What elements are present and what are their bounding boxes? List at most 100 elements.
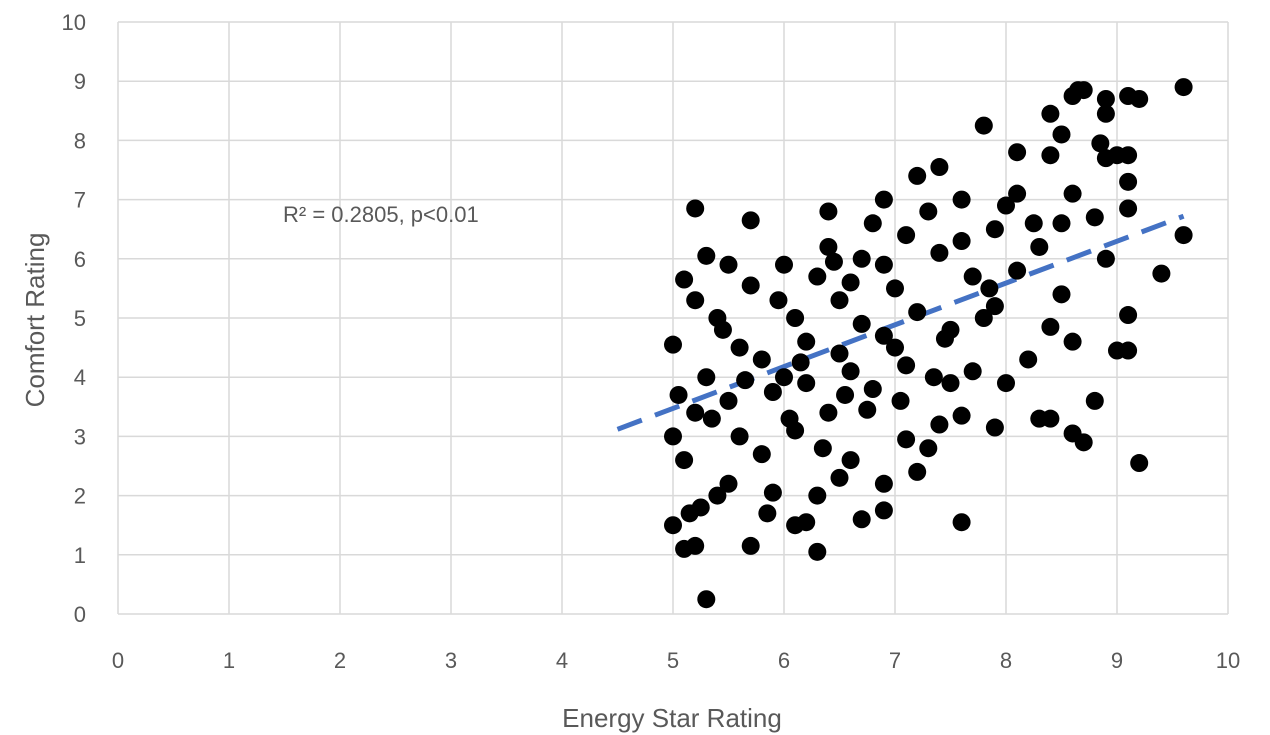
data-point <box>1085 391 1104 410</box>
data-point <box>1130 89 1149 108</box>
data-point <box>919 439 938 458</box>
trendline-layer <box>616 213 1185 432</box>
data-point <box>1174 226 1193 245</box>
x-tick-label: 9 <box>1111 648 1123 673</box>
data-point <box>974 309 993 327</box>
data-point <box>686 199 705 218</box>
data-point <box>897 430 916 449</box>
data-point <box>874 255 893 274</box>
data-point <box>1130 454 1149 473</box>
data-point <box>669 385 688 404</box>
data-point <box>719 255 738 274</box>
data-point <box>819 237 838 256</box>
data-point <box>908 166 927 185</box>
data-point <box>769 291 788 310</box>
data-point <box>1052 214 1071 233</box>
data-point <box>736 371 755 390</box>
data-point <box>719 391 738 410</box>
data-point <box>1019 350 1038 369</box>
x-tick-label: 6 <box>778 648 790 673</box>
data-point <box>763 383 782 401</box>
y-tick-label: 2 <box>74 484 86 509</box>
data-point <box>852 314 871 333</box>
data-point <box>930 243 949 262</box>
data-point <box>924 368 943 387</box>
data-point <box>863 380 882 399</box>
tick-labels: 0 1 2 3 4 5 6 7 8 9 10 0 1 2 3 4 5 6 7 8 9 10 <box>62 10 1241 673</box>
data-point <box>852 249 871 268</box>
data-point <box>1008 261 1027 280</box>
x-tick-label: 0 <box>112 648 124 673</box>
data-point <box>741 276 760 295</box>
data-point <box>830 468 849 487</box>
y-tick-label: 6 <box>74 247 86 272</box>
data-point <box>686 536 705 555</box>
data-point <box>1041 104 1060 123</box>
data-point <box>664 427 682 446</box>
data-point <box>897 356 916 375</box>
data-point <box>697 368 716 387</box>
data-point <box>1119 199 1138 218</box>
data-point <box>719 474 738 493</box>
data-point <box>686 291 705 310</box>
data-point <box>697 590 716 609</box>
y-tick-label: 7 <box>74 188 86 213</box>
data-point <box>1052 285 1071 304</box>
data-point <box>952 513 971 532</box>
data-point <box>791 353 810 372</box>
data-point <box>1096 89 1115 108</box>
trendline <box>616 213 1185 432</box>
data-point <box>675 270 694 289</box>
y-tick-label: 4 <box>74 365 86 390</box>
data-point <box>952 232 971 251</box>
x-tick-label: 5 <box>667 648 679 673</box>
data-point <box>919 202 938 221</box>
x-tick-label: 3 <box>445 648 457 673</box>
data-point <box>841 451 860 470</box>
data-point <box>775 368 793 387</box>
data-point <box>1008 184 1027 203</box>
data-point <box>664 335 682 354</box>
data-point <box>786 309 805 327</box>
data-point <box>930 158 949 177</box>
data-point <box>808 267 827 286</box>
data-point <box>930 415 949 434</box>
data-point <box>1091 134 1110 153</box>
data-point <box>819 403 838 422</box>
data-point <box>935 329 954 348</box>
grid-layer <box>117 21 1229 615</box>
data-point <box>830 344 849 363</box>
data-point <box>824 252 843 271</box>
data-point <box>908 303 927 322</box>
points-layer <box>664 78 1193 609</box>
data-point <box>886 279 904 298</box>
y-tick-label: 5 <box>74 306 86 331</box>
x-axis-title: Energy Star Rating <box>562 703 782 733</box>
x-tick-label: 4 <box>556 648 568 673</box>
data-point <box>908 462 927 481</box>
data-point <box>874 190 893 209</box>
data-point <box>985 297 1004 316</box>
data-point <box>730 427 749 446</box>
data-point <box>780 409 799 428</box>
data-point <box>1108 146 1126 165</box>
data-point <box>1041 317 1060 336</box>
data-point <box>664 516 682 535</box>
y-axis-title: Comfort Rating <box>20 233 50 408</box>
data-point <box>858 400 877 419</box>
data-point <box>963 362 982 381</box>
data-point <box>702 409 721 428</box>
data-point <box>1024 214 1043 233</box>
data-point <box>1074 81 1093 100</box>
r-squared-annotation: R² = 0.2805, p<0.01 <box>283 202 479 227</box>
data-point <box>974 116 993 135</box>
data-point <box>797 513 816 532</box>
data-point <box>980 279 999 298</box>
data-point <box>752 350 771 369</box>
data-point <box>874 326 893 345</box>
data-point <box>1119 341 1138 360</box>
data-point <box>675 451 694 470</box>
data-point <box>713 320 732 339</box>
x-tick-label: 8 <box>1000 648 1012 673</box>
data-point <box>1063 424 1082 443</box>
